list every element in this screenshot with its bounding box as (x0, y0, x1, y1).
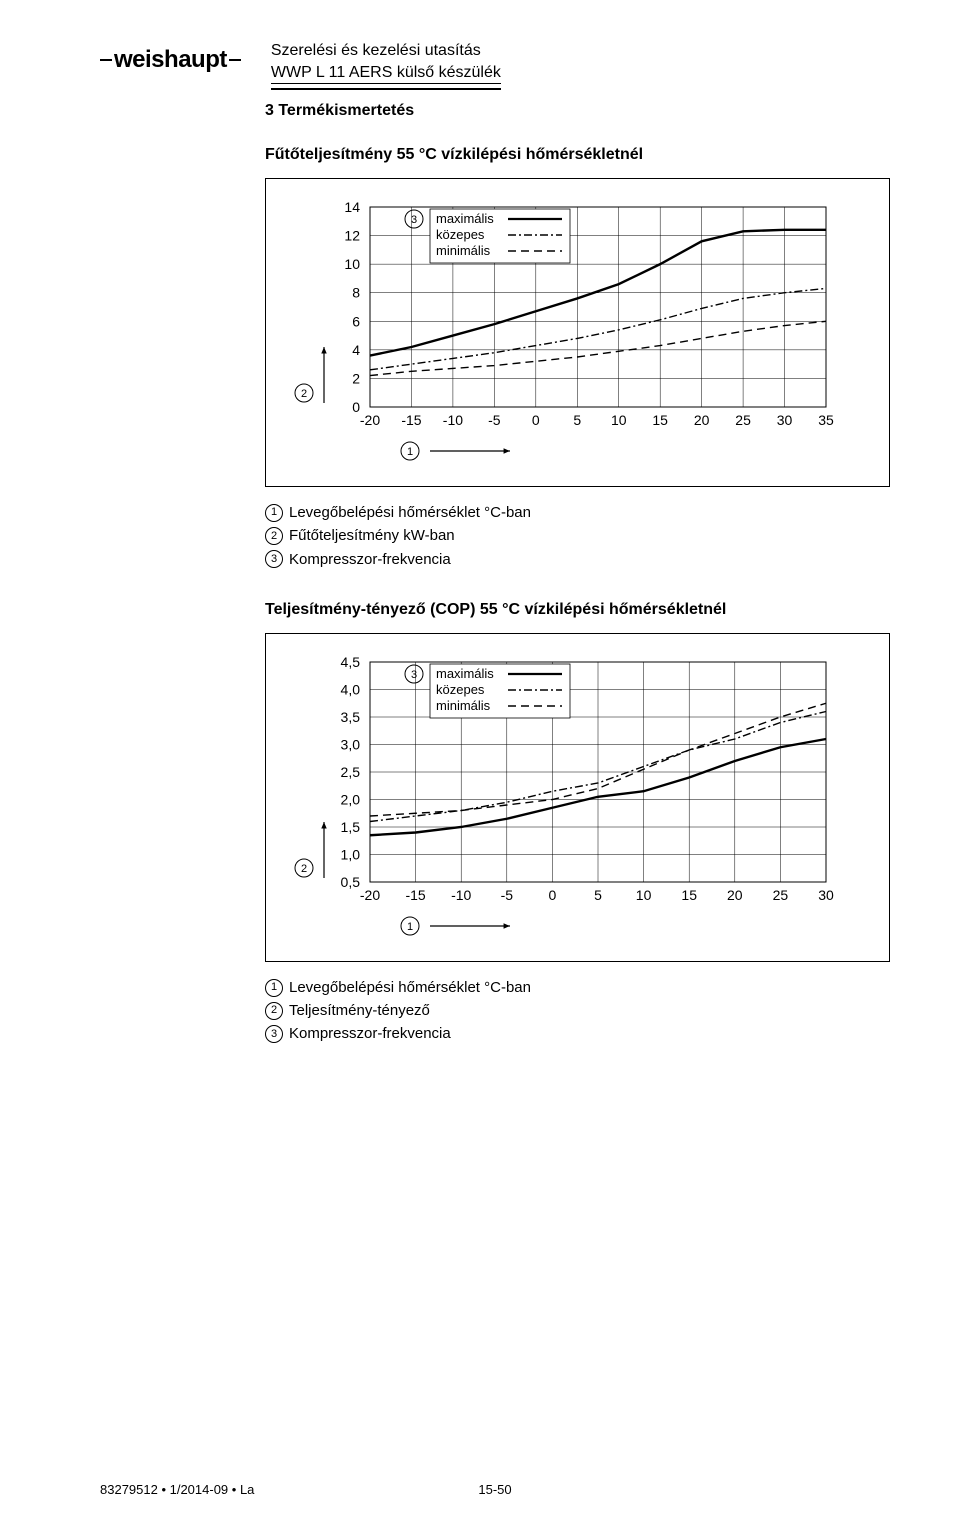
svg-text:5: 5 (573, 412, 581, 428)
chart1-leg-ref-1: 1 (265, 504, 283, 522)
chart1-leg-ref-3: 3 (265, 550, 283, 568)
svg-text:10: 10 (344, 256, 360, 272)
svg-text:3: 3 (411, 214, 417, 226)
svg-text:1: 1 (407, 446, 413, 458)
doc-title-block: Szerelési és kezelési utasítás WWP L 11 … (271, 40, 501, 96)
chart2-leg-ref-1: 1 (265, 979, 283, 997)
chart2-leg-3: Kompresszor-frekvencia (289, 1022, 451, 1045)
svg-text:minimális: minimális (436, 243, 491, 258)
svg-text:-10: -10 (443, 412, 463, 428)
chart2-legend-list: 1 Levegőbelépési hőmérséklet °C-ban 2 Telj… (265, 976, 890, 1046)
chart1-leg-2: Fűtőteljesítmény kW-ban (289, 524, 455, 547)
svg-text:10: 10 (636, 887, 652, 903)
svg-text:2: 2 (301, 388, 307, 400)
page-header: weishaupt Szerelési és kezelési utasítás… (100, 40, 890, 96)
svg-text:3,5: 3,5 (341, 709, 361, 725)
svg-text:-20: -20 (360, 412, 380, 428)
svg-text:15: 15 (652, 412, 668, 428)
svg-text:1: 1 (407, 921, 413, 933)
chart2-frame: -20 -15 -10 -5 0 5 10 15 20 25 30 0,5 1,0 1,5 2,0 2,5 3,… (265, 633, 890, 962)
svg-text:0: 0 (549, 887, 557, 903)
svg-text:-5: -5 (501, 887, 514, 903)
svg-text:10: 10 (611, 412, 627, 428)
svg-text:maximális: maximális (436, 211, 494, 226)
svg-text:5: 5 (594, 887, 602, 903)
svg-text:4,5: 4,5 (341, 654, 361, 670)
header-rule-thick (271, 88, 501, 90)
svg-text:0: 0 (532, 412, 540, 428)
chart2-leg-1: Levegőbelépési hőmérséklet °C-ban (289, 976, 531, 999)
svg-text:4: 4 (352, 342, 360, 358)
page-footer: 83279512 • 1/2014-09 • La 15-50 (100, 1482, 890, 1497)
doc-line-1: Szerelési és kezelési utasítás (271, 40, 501, 62)
logo-dash-right (229, 59, 241, 61)
svg-text:2,5: 2,5 (341, 764, 361, 780)
chart1-title: Fűtőteljesítmény 55 °C vízkilépési hőmér… (265, 146, 890, 164)
svg-text:30: 30 (777, 412, 793, 428)
svg-text:-15: -15 (405, 887, 425, 903)
svg-text:30: 30 (818, 887, 834, 903)
svg-text:2: 2 (352, 371, 360, 387)
svg-text:4,0: 4,0 (341, 681, 361, 697)
brand-text: weishaupt (114, 46, 227, 74)
svg-text:14: 14 (344, 199, 360, 215)
section-heading: 3 Termékismertetés (265, 102, 890, 120)
chart2-svg: -20 -15 -10 -5 0 5 10 15 20 25 30 0,5 1,0 1,5 2,0 2,5 3,… (280, 652, 840, 942)
svg-text:-10: -10 (451, 887, 471, 903)
svg-text:minimális: minimális (436, 698, 491, 713)
chart2-leg-2: Teljesítmény-tényező (289, 999, 430, 1022)
chart1-leg-1: Levegőbelépési hőmérséklet °C-ban (289, 501, 531, 524)
chart1-legend-list: 1 Levegőbelépési hőmérséklet °C-ban 2 Fűtő… (265, 501, 890, 571)
logo-dash-left (100, 59, 112, 61)
svg-text:maximális: maximális (436, 666, 494, 681)
chart1-frame: -20-15-10-505101520253035024681012143max… (265, 178, 890, 487)
svg-text:12: 12 (344, 228, 360, 244)
svg-text:1,0: 1,0 (341, 846, 361, 862)
chart2-leg-ref-3: 3 (265, 1025, 283, 1043)
footer-left: 83279512 • 1/2014-09 • La (100, 1482, 254, 1497)
svg-text:-20: -20 (360, 887, 380, 903)
content-area: Fűtőteljesítmény 55 °C vízkilépési hőmér… (265, 146, 890, 1046)
svg-text:3: 3 (411, 669, 417, 681)
svg-text:35: 35 (818, 412, 834, 428)
svg-text:0,5: 0,5 (341, 874, 361, 890)
svg-text:-5: -5 (488, 412, 501, 428)
svg-text:25: 25 (773, 887, 789, 903)
chart1-leg-ref-2: 2 (265, 527, 283, 545)
chart1-svg: -20-15-10-505101520253035024681012143max… (280, 197, 840, 467)
chart2-leg-ref-2: 2 (265, 1002, 283, 1020)
svg-text:2,0: 2,0 (341, 791, 361, 807)
svg-text:20: 20 (727, 887, 743, 903)
svg-text:15: 15 (681, 887, 697, 903)
svg-text:közepes: közepes (436, 682, 485, 697)
svg-text:1,5: 1,5 (341, 819, 361, 835)
svg-text:közepes: közepes (436, 227, 485, 242)
footer-page-number: 15-50 (478, 1482, 511, 1497)
brand-logo: weishaupt (100, 46, 241, 74)
doc-line-2: WWP L 11 AERS külső készülék (271, 62, 501, 84)
svg-text:20: 20 (694, 412, 710, 428)
header-rule-thin (271, 83, 501, 84)
svg-text:-15: -15 (401, 412, 421, 428)
svg-text:25: 25 (735, 412, 751, 428)
chart2-title: Teljesítmény-tényező (COP) 55 °C vízkilé… (265, 601, 890, 619)
svg-text:8: 8 (352, 285, 360, 301)
svg-text:3,0: 3,0 (341, 736, 361, 752)
svg-text:6: 6 (352, 313, 360, 329)
chart1-leg-3: Kompresszor-frekvencia (289, 548, 451, 571)
svg-text:0: 0 (352, 399, 360, 415)
svg-text:2: 2 (301, 863, 307, 875)
